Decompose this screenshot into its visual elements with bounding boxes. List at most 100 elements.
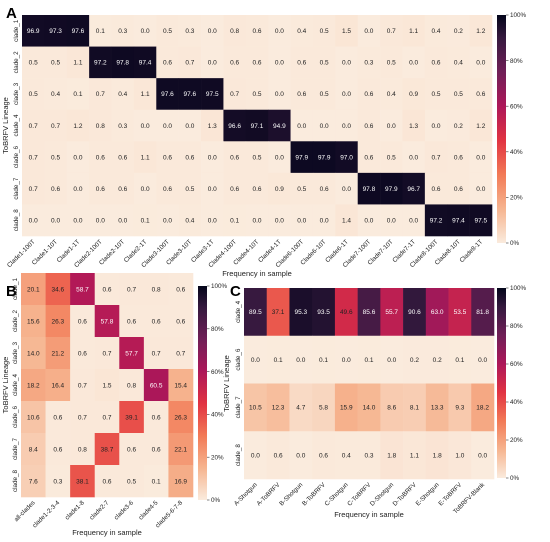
panel-b-cell bbox=[70, 433, 96, 466]
panel-a-cell-label: 0.6 bbox=[51, 186, 60, 193]
panel-c-cell bbox=[471, 383, 495, 432]
panel-b-row-label: clade_6 bbox=[12, 405, 19, 428]
panel-a-cell-label: 97.3 bbox=[49, 28, 62, 35]
panel-a-cell-label: 97.2 bbox=[94, 60, 107, 67]
panel-c-cell bbox=[425, 431, 449, 480]
panel-b-cell bbox=[143, 369, 169, 402]
panel-a-cell bbox=[89, 141, 112, 174]
panel-c-cell-label: 10.5 bbox=[249, 405, 262, 412]
panel-a-cell-label: 0.1 bbox=[73, 91, 82, 98]
panel-a-cell bbox=[201, 78, 224, 111]
panel-c-row-label: clade_4 bbox=[235, 300, 242, 323]
panel-a-cell-label: 0.0 bbox=[141, 123, 150, 130]
panel-a-cell bbox=[66, 172, 90, 205]
panel-c-cell-label: 0.1 bbox=[319, 357, 328, 364]
panel-a-cell bbox=[178, 204, 202, 237]
panel-b-cell bbox=[119, 369, 145, 402]
panel-a-cell-label: 0.5 bbox=[454, 91, 463, 98]
panel-a-cell bbox=[133, 109, 157, 142]
panel-a-cell bbox=[290, 141, 314, 174]
panel-a-cell bbox=[424, 15, 448, 47]
panel-c-cell-label: 93.5 bbox=[317, 309, 330, 316]
panel-a-row-label: clade_2 bbox=[13, 51, 20, 74]
panel-b-cell-label: 0.7 bbox=[78, 382, 87, 389]
panel-a-cell bbox=[22, 15, 45, 47]
panel-b-row-label: clade_3 bbox=[12, 341, 19, 364]
panel-a-cell bbox=[178, 141, 202, 174]
panel-c-cell bbox=[471, 431, 495, 480]
panel-c-row-label: clade_7 bbox=[235, 396, 242, 419]
panel-c-cell-label: 0.1 bbox=[455, 357, 464, 364]
panel-b-letter: B bbox=[6, 283, 17, 300]
panel-a-cell bbox=[22, 46, 45, 79]
panel-a-cell-label: 0.7 bbox=[387, 28, 396, 35]
panel-b-cell-label: 0.6 bbox=[102, 478, 111, 485]
panel-a-cell bbox=[312, 109, 336, 142]
panel-c-cell-label: 90.6 bbox=[408, 309, 421, 316]
panel-b-cell bbox=[168, 369, 194, 402]
panel-a-cell bbox=[156, 141, 179, 174]
panel-a-cell-label: 96.6 bbox=[228, 123, 241, 130]
panel-a-cell-label: 0.0 bbox=[163, 218, 172, 225]
panel-a-cell bbox=[223, 78, 247, 111]
panel-a-cell-label: 97.4 bbox=[452, 218, 465, 225]
panel-a-cell-label: 96.7 bbox=[407, 186, 420, 193]
panel-c-colorbar-tick-label: 20% bbox=[510, 437, 523, 444]
panel-c-cell-label: 81.8 bbox=[476, 309, 489, 316]
panel-a-cell-label: 0.0 bbox=[185, 123, 194, 130]
panel-a-cell bbox=[380, 15, 403, 47]
panel-b-cell bbox=[143, 273, 169, 306]
panel-a-cell-label: 0.0 bbox=[432, 123, 441, 130]
panel-a-cell-label: 0.7 bbox=[29, 154, 38, 161]
panel-b-cell-label: 22.1 bbox=[174, 446, 187, 453]
panel-a-cell-label: 1.4 bbox=[342, 218, 351, 225]
panel-b-cell bbox=[143, 401, 169, 434]
panel-a-cell-label: 0.5 bbox=[185, 186, 194, 193]
panel-a-cell bbox=[380, 141, 403, 174]
panel-b-cell-label: 0.7 bbox=[176, 350, 185, 357]
panel-b-cell bbox=[45, 305, 71, 338]
panel-a-cell bbox=[357, 15, 381, 47]
panel-c-cell-label: 95.3 bbox=[294, 309, 307, 316]
panel-a-cell-label: 1.2 bbox=[476, 28, 485, 35]
panel-a-cell bbox=[44, 172, 68, 205]
panel-a-row-label: clade_6 bbox=[13, 146, 20, 169]
panel-a-cell bbox=[178, 172, 202, 205]
panel-c-cell-label: 8.1 bbox=[410, 405, 419, 412]
panel-b-cell bbox=[168, 273, 194, 306]
panel-a-cell bbox=[290, 204, 314, 237]
panel-b-cell-label: 57.7 bbox=[125, 350, 138, 357]
panel-c-cell bbox=[357, 383, 381, 432]
panel-a-cell-label: 1.5 bbox=[342, 28, 351, 35]
panel-a-cell-label: 1.2 bbox=[476, 123, 485, 130]
panel-b-colorbar-tick-label: 40% bbox=[211, 412, 224, 419]
panel-c-cell-label: 1.0 bbox=[455, 452, 464, 459]
panel-a-cell bbox=[156, 15, 179, 47]
panel-a-cell-label: 97.6 bbox=[72, 28, 85, 35]
panel-c-cell bbox=[471, 288, 495, 337]
panel-a-cell bbox=[268, 109, 291, 142]
panel-a-cell bbox=[245, 46, 269, 79]
panel-b-cell bbox=[70, 401, 96, 434]
panel-b-row-label: clade_2 bbox=[12, 309, 19, 332]
panel-a-cell bbox=[424, 204, 448, 237]
panel-a-cell bbox=[245, 109, 269, 142]
panel-b-cell bbox=[21, 401, 46, 434]
panel-a-cell bbox=[357, 172, 381, 205]
panel-a-cell-label: 0.4 bbox=[454, 60, 463, 67]
panel-b-cell-label: 38.7 bbox=[101, 446, 114, 453]
panel-a-cell bbox=[66, 204, 90, 237]
panel-a-y-axis-title: ToBRFV Lineage bbox=[1, 97, 10, 154]
panel-a-cell-label: 0.0 bbox=[275, 154, 284, 161]
panel-b-x-axis-title: Frequency in sample bbox=[72, 528, 142, 537]
panel-a-cell bbox=[156, 172, 179, 205]
panel-b-cell-label: 0.8 bbox=[152, 286, 161, 293]
panel-a-cell-label: 0.5 bbox=[320, 60, 329, 67]
panel-a-cell bbox=[380, 172, 403, 205]
panel-a-cell bbox=[22, 109, 45, 142]
panel-b-cell bbox=[94, 305, 120, 338]
panel-c-cell bbox=[403, 383, 427, 432]
panel-c-cell-label: 8.6 bbox=[387, 405, 396, 412]
panel-c-cell-label: 85.6 bbox=[363, 309, 376, 316]
panel-a-cell-label: 0.5 bbox=[51, 154, 60, 161]
